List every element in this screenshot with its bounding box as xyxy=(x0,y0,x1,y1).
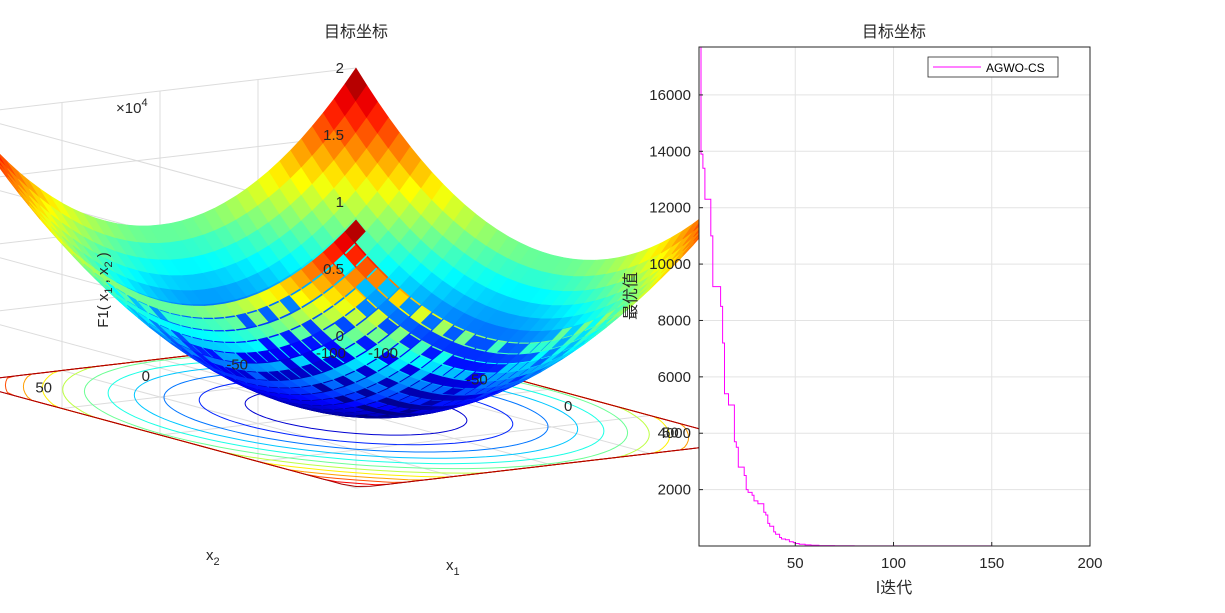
surface-plot-axes: 00.511.52-100-50050100-100-50050100 xyxy=(35,60,785,468)
x1-axis-label: x1 xyxy=(446,557,460,578)
x2-tick-label: -100 xyxy=(316,345,346,362)
y-tick-label: 4000 xyxy=(658,425,691,442)
x2-tick-label: -50 xyxy=(226,357,248,374)
contour-line xyxy=(133,365,579,459)
z-tick-label: 1.5 xyxy=(323,127,344,144)
floor-gridline xyxy=(257,415,651,462)
y-tick-label: 16000 xyxy=(649,87,691,104)
surface-plot-surface xyxy=(0,67,749,419)
legend: AGWO-CS xyxy=(927,56,1059,78)
convergence-plot-ticks: 50 100 150 200 2000 4000 6000 8000 10000 12000 140… xyxy=(649,87,1102,572)
x-tick-label: 200 xyxy=(1077,555,1102,572)
surface-plot-title: 目标坐标 xyxy=(324,22,388,41)
x2-axis-label-base: x xyxy=(206,547,214,564)
z-exponent-power: 4 xyxy=(141,97,147,109)
x1-tick-label: -50 xyxy=(466,372,488,389)
surface-plot: 00.511.52-100-50050100-100-50050100 目标坐标… xyxy=(0,22,785,578)
x-tick-label: 50 xyxy=(787,555,804,572)
z-tick-label: 0 xyxy=(336,328,344,345)
x1-tick-label: -100 xyxy=(368,345,398,362)
x2-axis-label-sub: 2 xyxy=(214,556,220,568)
contour-line xyxy=(83,354,629,470)
series-line-agwo-cs xyxy=(699,46,1090,547)
y-tick-label: 14000 xyxy=(649,143,691,160)
contour-line xyxy=(107,359,605,465)
z-axis-label-part3: ) xyxy=(95,252,112,261)
z-axis-label-sub2: 2 xyxy=(103,261,115,267)
x1-axis-label-base: x xyxy=(446,557,454,574)
contour-line xyxy=(163,371,549,453)
x2-axis-label: x2 xyxy=(206,547,220,568)
y-tick-label: 10000 xyxy=(649,256,691,273)
y-tick-label: 8000 xyxy=(658,312,691,329)
contour-line xyxy=(0,336,742,488)
convergence-plot-grid xyxy=(699,47,1091,546)
convergence-plot-frame xyxy=(698,46,1091,547)
x-tick-label: 100 xyxy=(881,555,906,572)
convergence-plot-area xyxy=(699,47,1090,546)
z-axis-label-part2: , x xyxy=(95,267,112,288)
z-axis-label: F1( x1 , x2 ) xyxy=(95,252,115,328)
y-tick-label: 2000 xyxy=(658,482,691,499)
z-exponent-base: ×10 xyxy=(116,100,141,117)
x1-tick-label: 0 xyxy=(564,398,572,415)
convergence-x-axis-label: l迭代 xyxy=(876,578,912,597)
z-tick-label: 1 xyxy=(336,194,344,211)
legend-box xyxy=(927,56,1059,78)
z-axis-label-sub1: 1 xyxy=(103,288,115,294)
x2-tick-label: 0 xyxy=(142,368,150,385)
z-exponent-label: ×104 xyxy=(116,97,148,117)
back-wall-gridline xyxy=(0,67,357,111)
z-tick-label: 0.5 xyxy=(323,261,344,278)
legend-entry-agwo-cs: AGWO-CS xyxy=(986,61,1045,75)
floor-gridline xyxy=(61,370,455,477)
convergence-y-axis-label: 最优值 xyxy=(621,272,640,320)
z-tick-label: 2 xyxy=(336,60,344,77)
x1-tick-label: 50 xyxy=(662,425,679,442)
convergence-plot-series xyxy=(699,46,1090,547)
x1-axis-label-sub: 1 xyxy=(454,566,460,578)
x2-tick-label: 50 xyxy=(35,380,52,397)
surface-plot-contours xyxy=(0,336,742,488)
x-tick-label: 150 xyxy=(979,555,1004,572)
convergence-plot-title: 目标坐标 xyxy=(862,22,926,41)
y-tick-label: 6000 xyxy=(658,369,691,386)
z-axis-label-part: F1( x xyxy=(95,293,112,328)
y-tick-label: 12000 xyxy=(649,200,691,217)
convergence-plot: 50 100 150 200 2000 4000 6000 8000 10000 12000 140… xyxy=(621,22,1103,597)
